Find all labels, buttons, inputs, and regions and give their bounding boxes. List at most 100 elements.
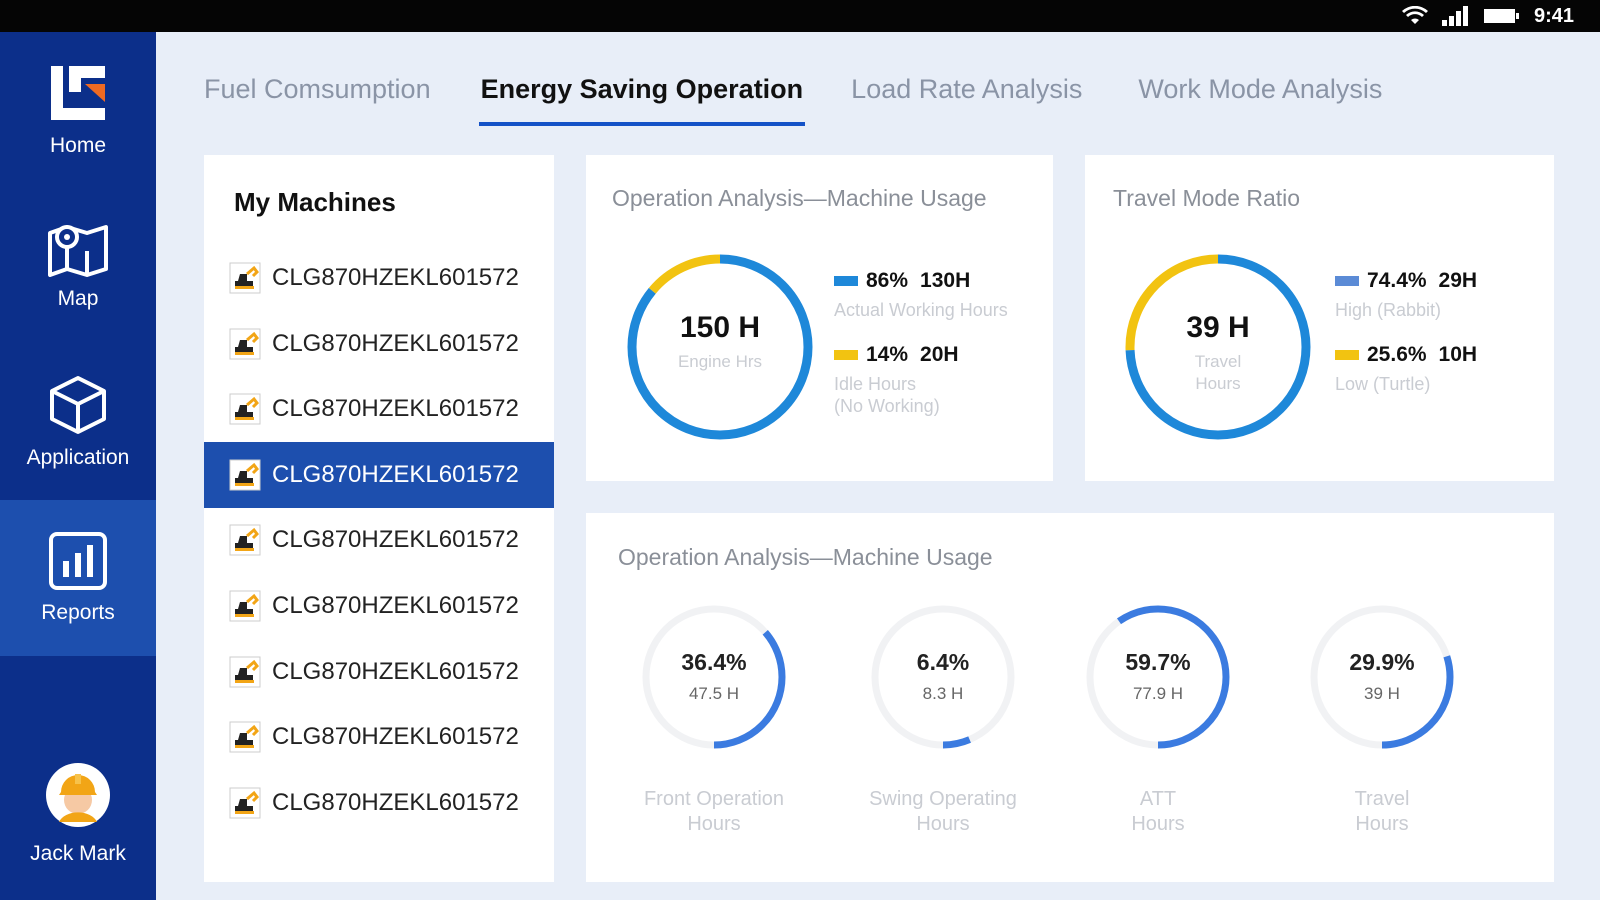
ring-label-line1: Travel: [1354, 788, 1410, 810]
ring-percent: 59.7%: [1125, 649, 1191, 675]
legend-swatch-idle: [834, 350, 858, 360]
user-profile[interactable]: Jack Mark: [0, 762, 156, 866]
machine-list-item[interactable]: CLG870HZEKL601572: [204, 376, 554, 442]
nav-application[interactable]: Application: [0, 344, 156, 500]
excavator-icon: [228, 786, 262, 820]
ring-label-line1: Front Operation: [643, 788, 785, 810]
machine-list-item[interactable]: CLG870HZEKL601572: [204, 573, 554, 639]
sidebar: Home Map Application Reports: [0, 32, 156, 900]
ring-percent: 29.9%: [1349, 649, 1415, 675]
nav-map-label: Map: [57, 287, 99, 310]
machine-list-item[interactable]: CLG870HZEKL601572: [204, 639, 554, 705]
legend-high: 74.4% 29H: [1335, 269, 1477, 293]
bar-chart-icon: [49, 532, 107, 590]
legend-low: 25.6% 10H: [1335, 343, 1477, 367]
ring-center: 36.4% 47.5 H: [619, 649, 809, 704]
machines-panel: My Machines CLG870HZEKL601572 CLG870HZEKL…: [204, 155, 554, 882]
travel-hours-center: 39 H Travel Hours: [1118, 311, 1318, 395]
ring-value-arc: [1310, 605, 1454, 749]
legend-swatch-low: [1335, 350, 1359, 360]
operation-ring-item: 59.7% 77.9 H ATT Hours: [1063, 599, 1253, 837]
nav-application-label: Application: [26, 446, 130, 469]
ring-label-line1: Swing Operating: [869, 788, 1017, 810]
nav-reports[interactable]: Reports: [0, 500, 156, 656]
machine-id: CLG870HZEKL601572: [272, 592, 519, 619]
operation-ring-item: 29.9% 39 H Travel Hours: [1287, 599, 1477, 837]
machine-id: CLG870HZEKL601572: [272, 460, 519, 488]
legend-swatch-working: [834, 276, 858, 286]
operation-ring-item: 36.4% 47.5 H Front Operation Hours: [619, 599, 809, 837]
engine-hours-ring-idle: [627, 254, 813, 440]
ring-hours: 47.5 H: [688, 684, 740, 703]
nav-reports-label: Reports: [41, 601, 115, 624]
cube-icon: [50, 376, 106, 434]
engine-hours-label: Engine Hrs: [677, 352, 763, 371]
low-hours: 10H: [1438, 343, 1478, 366]
excavator-icon: [228, 327, 262, 361]
nav-home[interactable]: Home: [0, 32, 156, 188]
travel-mode-card: Travel Mode Ratio 39 H Travel Hours 74.4…: [1085, 155, 1554, 481]
wifi-icon: [1401, 6, 1428, 24]
map-icon: [48, 225, 108, 277]
working-label: Actual Working Hours: [834, 300, 1008, 320]
operation-ring: [642, 605, 786, 749]
machine-id: CLG870HZEKL601572: [272, 657, 519, 685]
excavator-icon: [228, 261, 262, 295]
machine-list-item[interactable]: CLG870HZEKL601572: [204, 704, 554, 770]
user-name: Jack Mark: [30, 842, 126, 865]
machines-title: My Machines: [234, 187, 396, 217]
ring-label: Swing Operating Hours: [848, 787, 1038, 837]
machine-list-item[interactable]: CLG870HZEKL601572: [204, 441, 554, 508]
clock: 9:41: [1533, 4, 1574, 27]
excavator-icon: [228, 655, 262, 689]
machine-list-item[interactable]: CLG870HZEKL601572: [204, 311, 554, 377]
nav-home-label: Home: [49, 134, 107, 157]
machine-id: CLG870HZEKL601572: [272, 526, 519, 554]
ring-center: 6.4% 8.3 H: [848, 649, 1038, 704]
excavator-icon: [228, 523, 262, 557]
ring-label-line2: Hours: [1131, 813, 1185, 835]
high-pct: 74.4%: [1367, 269, 1427, 292]
operation-ring: [871, 605, 1015, 749]
excavator-icon: [228, 720, 262, 754]
ring-label-line2: Hours: [687, 813, 741, 835]
tab-load-rate-analysis[interactable]: Load Rate Analysis: [851, 74, 1083, 104]
operation-ring: [1310, 605, 1454, 749]
nav-map[interactable]: Map: [0, 188, 156, 344]
travel-mode-title: Travel Mode Ratio: [1113, 185, 1301, 211]
machine-usage-legend: 86% 130H Actual Working Hours 14% 20H Id…: [834, 269, 1008, 417]
report-tabs: Fuel Comsumption Energy Saving Operation…: [204, 74, 1382, 126]
machine-list-item[interactable]: CLG870HZEKL601572: [204, 770, 554, 836]
signal-icon: [1441, 6, 1468, 26]
excavator-icon: [228, 392, 262, 426]
high-label: High (Rabbit): [1335, 300, 1442, 320]
machine-list-item[interactable]: CLG870HZEKL601572: [204, 507, 554, 573]
tab-work-mode-analysis[interactable]: Work Mode Analysis: [1138, 74, 1383, 104]
working-pct: 86%: [866, 269, 909, 292]
machine-usage-title: Operation Analysis—Machine Usage: [612, 185, 987, 211]
legend-working: 86% 130H: [834, 269, 1008, 293]
idle-pct: 14%: [866, 343, 909, 366]
tab-energy-saving-operation[interactable]: Energy Saving Operation: [478, 74, 805, 126]
machine-id: CLG870HZEKL601572: [272, 788, 519, 816]
machine-id: CLG870HZEKL601572: [272, 723, 519, 751]
machine-list-item[interactable]: CLG870HZEKL601572: [204, 245, 554, 311]
operation-breakdown-title: Operation Analysis—Machine Usage: [618, 544, 993, 570]
operation-ring: [1086, 605, 1230, 749]
logo-icon: [51, 66, 105, 120]
tab-fuel-consumption[interactable]: Fuel Comsumption: [204, 74, 431, 104]
ring-value-arc: [871, 605, 1015, 749]
ring-value-arc: [642, 605, 786, 749]
machine-id: CLG870HZEKL601572: [272, 329, 519, 357]
ring-label: Travel Hours: [1287, 787, 1477, 837]
travel-hours-donut: [1125, 254, 1311, 440]
travel-mode-legend: 74.4% 29H High (Rabbit) 25.6% 10H Low (T…: [1335, 269, 1477, 395]
low-pct: 25.6%: [1367, 343, 1427, 366]
status-bar: 9:41: [0, 0, 1600, 32]
ring-label-line2: Hours: [916, 813, 970, 835]
low-label: Low (Turtle): [1335, 374, 1431, 394]
worker-avatar: [46, 763, 110, 827]
ring-percent: 36.4%: [681, 649, 747, 675]
legend-idle: 14% 20H: [834, 343, 1008, 367]
ring-center: 29.9% 39 H: [1287, 649, 1477, 704]
